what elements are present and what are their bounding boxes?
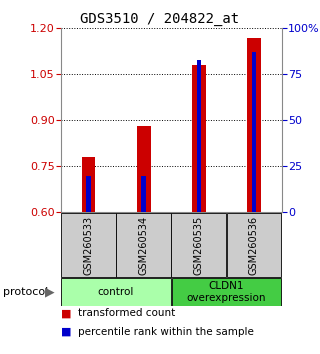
Bar [141,176,146,212]
Bar [192,65,206,212]
Text: ■: ■ [61,327,71,337]
FancyBboxPatch shape [172,279,281,306]
Bar [86,176,91,212]
Text: GSM260536: GSM260536 [249,216,259,275]
Text: GDS3510 / 204822_at: GDS3510 / 204822_at [80,12,240,27]
Text: ■: ■ [61,308,71,318]
FancyBboxPatch shape [61,213,116,277]
Text: GSM260535: GSM260535 [194,216,204,275]
Text: ▶: ▶ [45,286,54,298]
Bar [247,38,261,212]
Bar [252,52,256,212]
Bar [137,126,150,212]
Text: control: control [98,287,134,297]
Bar [196,59,201,212]
Text: CLDN1
overexpression: CLDN1 overexpression [187,281,266,303]
FancyBboxPatch shape [172,213,226,277]
Text: percentile rank within the sample: percentile rank within the sample [78,327,254,337]
FancyBboxPatch shape [61,279,171,306]
FancyBboxPatch shape [227,213,281,277]
Text: GSM260534: GSM260534 [139,216,148,275]
Text: GSM260533: GSM260533 [84,216,93,275]
Text: transformed count: transformed count [78,308,176,318]
FancyBboxPatch shape [116,213,171,277]
Text: protocol: protocol [3,287,48,297]
Bar [82,157,95,212]
